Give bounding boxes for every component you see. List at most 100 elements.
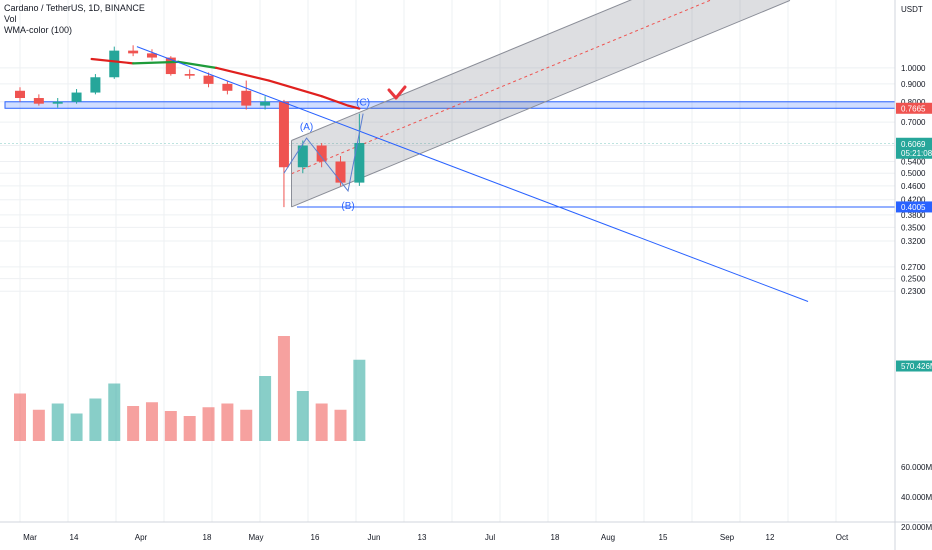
volume-bar xyxy=(353,359,366,441)
volume-bar xyxy=(14,393,26,441)
axis-unit: USDT xyxy=(901,5,923,14)
price-tick: 0.5000 xyxy=(901,169,926,178)
volume-bar xyxy=(127,406,140,441)
time-tick: Mar xyxy=(23,533,37,542)
volume-tick: 20.000M xyxy=(901,523,932,532)
price-axis-bg xyxy=(895,0,932,550)
price-axis[interactable]: USDT1.00000.90000.80000.70000.60000.5400… xyxy=(894,0,932,550)
volume-tick: 40.000M xyxy=(901,493,932,502)
wma-line xyxy=(90,57,361,110)
volume-bar xyxy=(70,413,83,441)
chart-grid xyxy=(0,0,895,522)
time-tick: 16 xyxy=(311,533,320,542)
price-tick: 0.4600 xyxy=(901,182,926,191)
volume-bar xyxy=(334,409,347,441)
time-tick: Jun xyxy=(368,533,381,542)
wma-segment xyxy=(177,60,218,69)
time-tick: May xyxy=(248,533,263,542)
candle-body xyxy=(109,50,120,78)
price-tick: 0.3500 xyxy=(901,223,926,232)
volume-bar xyxy=(145,402,158,441)
candle-body xyxy=(184,74,195,76)
candle-body xyxy=(52,101,63,104)
candle-body xyxy=(165,57,176,75)
wave-label: (B) xyxy=(341,201,354,212)
volume-bar xyxy=(202,407,215,441)
candle-body xyxy=(335,161,346,183)
candle-body xyxy=(90,77,101,93)
legend-symbol[interactable]: Cardano / TetherUS, 1D, BINANCE xyxy=(4,3,145,13)
drawings: (A) (B) (C) xyxy=(136,46,809,302)
downtrend-line xyxy=(136,46,809,302)
time-tick: 15 xyxy=(659,533,668,542)
wma-segment xyxy=(267,79,323,98)
volume-bar xyxy=(221,403,234,441)
time-tick: Sep xyxy=(720,533,735,542)
volume-bars xyxy=(14,336,366,441)
wma-segment xyxy=(90,57,135,65)
candle-body xyxy=(222,83,233,91)
candle-body xyxy=(15,90,25,99)
price-tick: 0.2300 xyxy=(901,287,926,296)
volume-bar xyxy=(315,403,328,441)
wave-label: (C) xyxy=(356,98,370,109)
support-badge-bg xyxy=(896,201,932,213)
candle-body xyxy=(128,50,139,54)
legend-wma[interactable]: WMA-color (100) xyxy=(4,25,73,35)
candle-body xyxy=(297,145,308,168)
regression-channel xyxy=(290,0,791,208)
channel-upper xyxy=(291,0,633,141)
price-tick: 0.2700 xyxy=(901,263,926,272)
price-tick: 1.0000 xyxy=(901,64,926,73)
resistance-badge: 0.7665 xyxy=(901,104,926,113)
candle-body xyxy=(33,98,44,104)
volume-bar xyxy=(183,416,196,441)
time-tick: Aug xyxy=(601,533,615,542)
resistance-badge-bg xyxy=(896,102,932,114)
check-mark-icon xyxy=(387,85,407,100)
wma-segment xyxy=(214,66,270,82)
volume-bar xyxy=(108,383,121,441)
countdown-badge: 05:21:08 xyxy=(901,149,932,158)
candle-body xyxy=(146,53,157,58)
volume-tick: 60.000M xyxy=(901,463,932,472)
price-tick: 0.3800 xyxy=(901,211,926,220)
price-tick: 0.9000 xyxy=(901,80,926,89)
volume-bar xyxy=(164,411,177,441)
time-axis[interactable]: Mar 14 Apr 18 May 16 Jun 13 Jul 18 Aug 15 Sep 12 Oct xyxy=(0,521,932,542)
candle-body xyxy=(203,75,214,84)
wave-path xyxy=(283,113,364,193)
time-tick: Apr xyxy=(135,533,148,542)
time-tick: Oct xyxy=(836,533,849,542)
volume-bar xyxy=(240,409,253,441)
volume-bar xyxy=(51,403,64,441)
time-tick: 13 xyxy=(418,533,427,542)
time-tick: 14 xyxy=(70,533,79,542)
candle-body xyxy=(260,101,271,106)
chart-legend: Cardano / TetherUS, 1D, BINANCE Vol WMA-… xyxy=(4,3,145,36)
volume-bar xyxy=(296,391,309,441)
wma-segment xyxy=(320,95,350,107)
candle-body xyxy=(241,90,252,106)
price-tick: 0.7000 xyxy=(901,118,926,127)
volume-bar xyxy=(259,376,272,441)
candle-body xyxy=(278,101,289,168)
volume-badge-bg xyxy=(896,360,932,372)
candle-body xyxy=(316,145,327,162)
wave-label: (A) xyxy=(300,122,313,133)
price-tick: 0.5400 xyxy=(901,158,926,167)
legend-volume[interactable]: Vol xyxy=(4,14,17,24)
wma-segment xyxy=(132,60,180,65)
candlestick-series xyxy=(15,45,365,208)
price-tick: 0.4200 xyxy=(901,196,926,205)
price-tick: 0.3200 xyxy=(901,237,926,246)
price-tick: 0.2500 xyxy=(901,275,926,284)
time-tick: 18 xyxy=(203,533,212,542)
current-price-badge: 0.6069 xyxy=(901,140,926,149)
channel-lower xyxy=(291,0,791,208)
current-price-badge-bg xyxy=(896,137,932,159)
volume-bar xyxy=(277,336,290,441)
volume-bar xyxy=(32,409,45,441)
